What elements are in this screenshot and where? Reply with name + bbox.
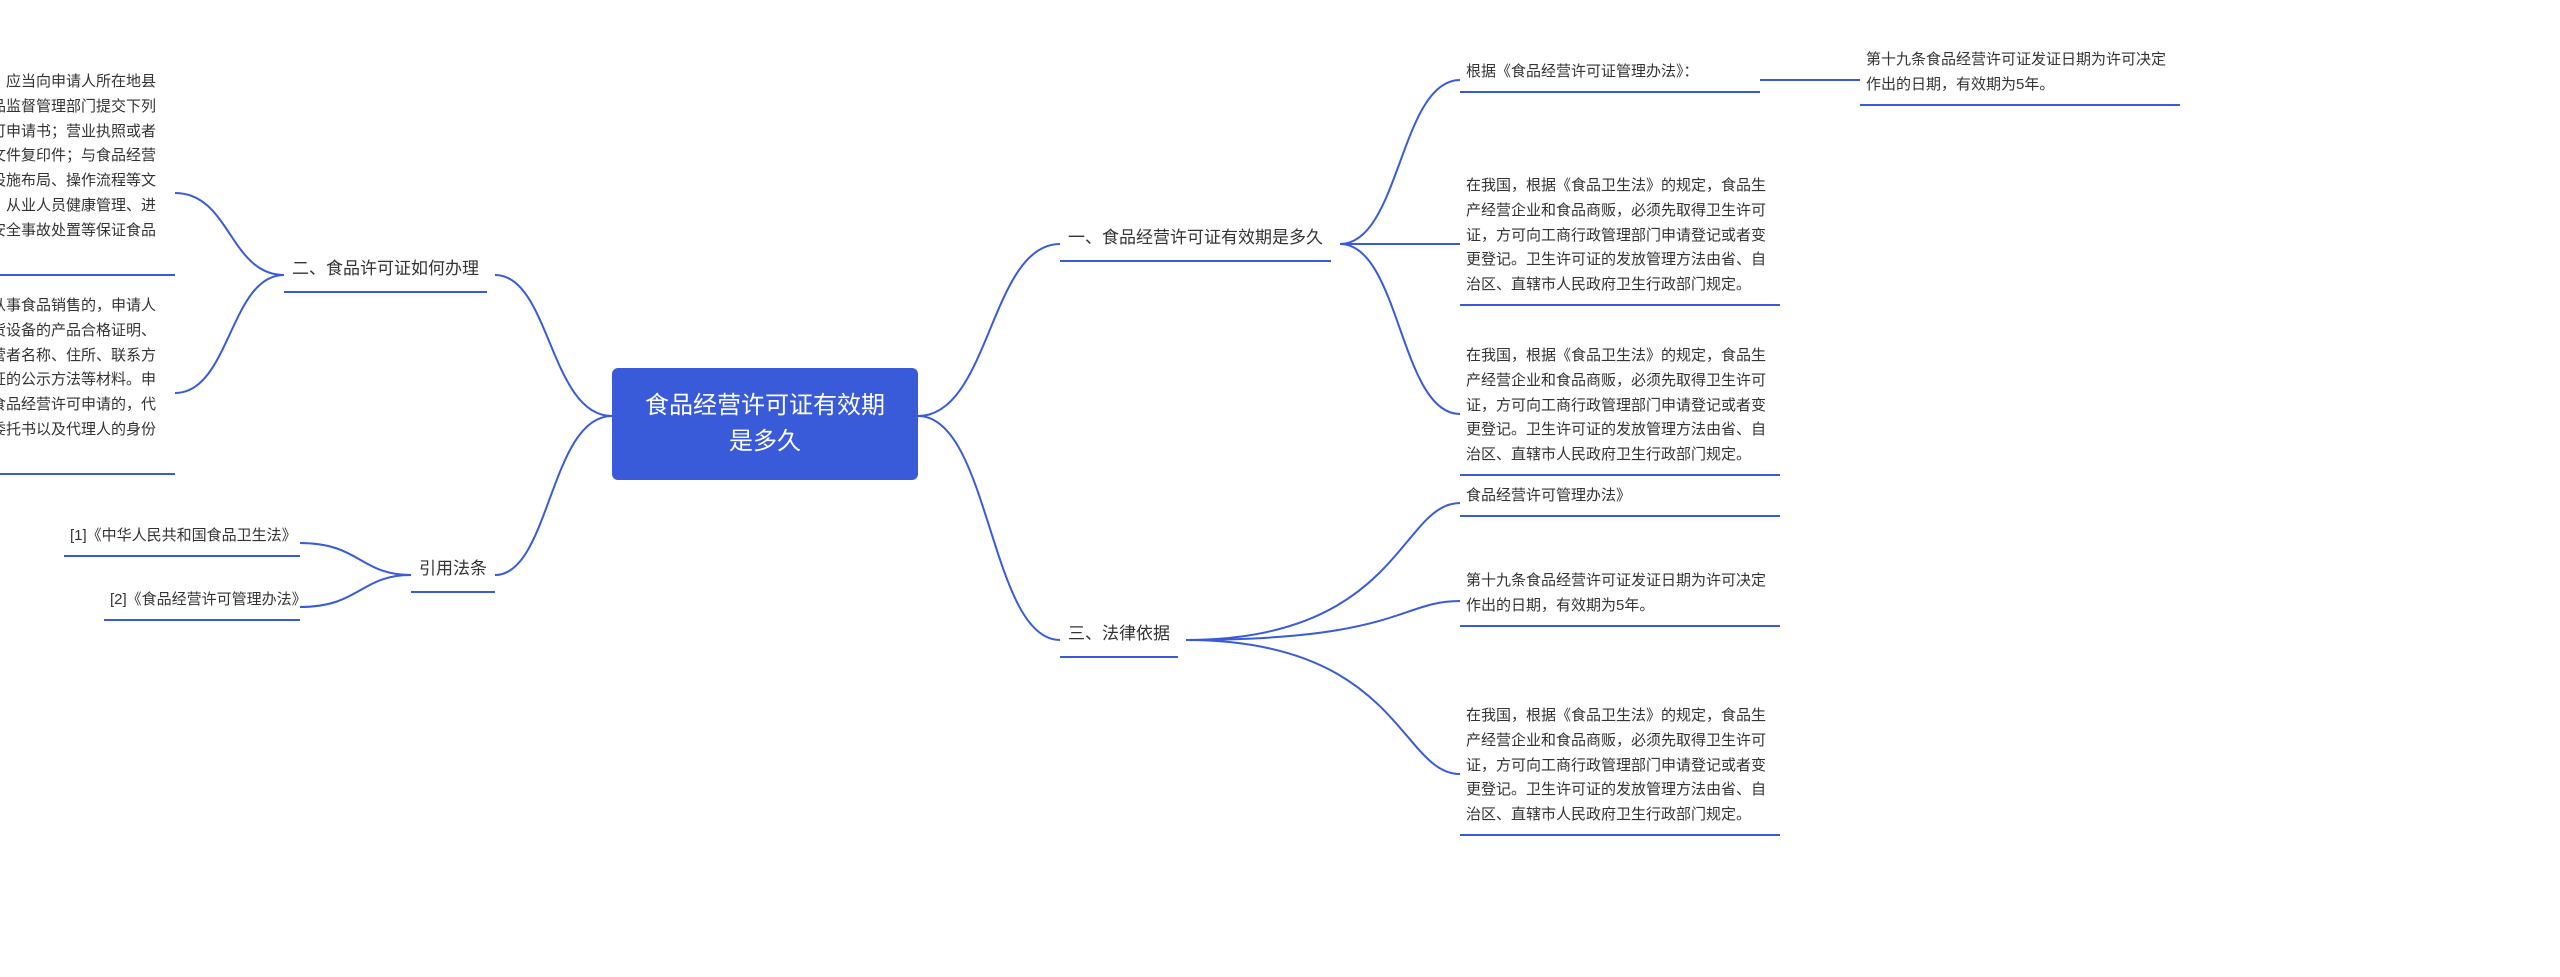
leaf-regulation-basis[interactable]: 根据《食品经营许可证管理办法》： [1460, 56, 1760, 93]
connector-lines [0, 0, 2560, 977]
leaf-hygiene-law-2[interactable]: 在我国，根据《食品卫生法》的规定，食品生产经营企业和食品商贩，必须先取得卫生许可… [1460, 340, 1780, 476]
leaf-article-19[interactable]: 第十九条食品经营许可证发证日期为许可决定作出的日期，有效期为5年。 [1860, 44, 2180, 106]
leaf-hygiene-law-1[interactable]: 在我国，根据《食品卫生法》的规定，食品生产经营企业和食品商贩，必须先取得卫生许可… [1460, 170, 1780, 306]
mindmap-canvas: 食品经营许可证有效期是多久 一、食品经营许可证有效期是多久 根据《食品经营许可证… [0, 0, 2560, 977]
leaf-application-materials[interactable]: 申请食品经营许可，应当向申请人所在地县级以上地方食品药品监督管理部门提交下列材料… [0, 66, 175, 276]
branch-legal-basis[interactable]: 三、法律依据 [1060, 614, 1178, 658]
leaf-mgmt-measures[interactable]: 食品经营许可管理办法》 [1460, 480, 1780, 517]
leaf-cite-2[interactable]: [2]《食品经营许可管理办法》 [104, 584, 300, 621]
leaf-hygiene-law-3[interactable]: 在我国，根据《食品卫生法》的规定，食品生产经营企业和食品商贩，必须先取得卫生许可… [1460, 700, 1780, 836]
branch-validity-period[interactable]: 一、食品经营许可证有效期是多久 [1060, 218, 1331, 262]
root-node[interactable]: 食品经营许可证有效期是多久 [612, 368, 918, 480]
branch-cited-laws[interactable]: 引用法条 [411, 549, 495, 593]
leaf-vending-machine[interactable]: 利用自动售货设备从事食品销售的，申请人还应当提交自动售货设备的产品合格证明、具体… [0, 290, 175, 475]
leaf-article-19-b[interactable]: 第十九条食品经营许可证发证日期为许可决定作出的日期，有效期为5年。 [1460, 565, 1780, 627]
leaf-cite-1[interactable]: [1]《中华人民共和国食品卫生法》 [64, 520, 300, 557]
branch-how-to-apply[interactable]: 二、食品许可证如何办理 [284, 249, 487, 293]
